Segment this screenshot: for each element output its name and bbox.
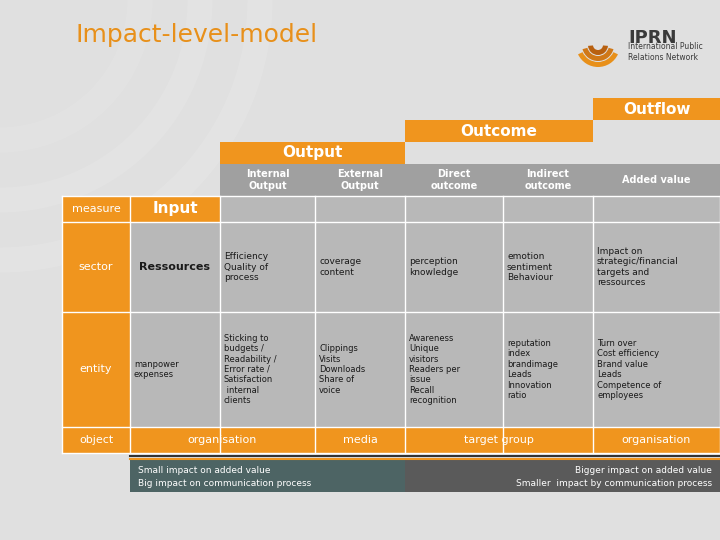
Text: Internal
Output: Internal Output bbox=[246, 169, 289, 191]
Bar bbox=[62, 196, 130, 222]
Bar bbox=[220, 142, 405, 164]
Text: measure: measure bbox=[71, 204, 120, 214]
Text: reputation
index
brandimage
Leads
Innovation
ratio: reputation index brandimage Leads Innova… bbox=[507, 339, 558, 400]
Text: Indirect
outcome: Indirect outcome bbox=[524, 169, 572, 191]
Text: organisation: organisation bbox=[622, 435, 691, 445]
Bar bbox=[593, 427, 720, 453]
Bar bbox=[405, 427, 593, 453]
Wedge shape bbox=[582, 48, 613, 61]
Text: emotion
sentiment
Behaviour: emotion sentiment Behaviour bbox=[507, 252, 553, 282]
Bar bbox=[130, 427, 315, 453]
Text: Added value: Added value bbox=[622, 175, 690, 185]
Text: Clippings
Visits
Downloads
Share of
voice: Clippings Visits Downloads Share of voic… bbox=[319, 344, 365, 395]
Text: object: object bbox=[79, 435, 113, 445]
Bar bbox=[62, 222, 130, 312]
Bar bbox=[405, 120, 593, 142]
Bar bbox=[593, 164, 720, 196]
Bar bbox=[220, 164, 315, 196]
Text: Small impact on added value: Small impact on added value bbox=[138, 465, 271, 475]
Bar bbox=[130, 222, 220, 312]
Wedge shape bbox=[578, 52, 618, 67]
Bar bbox=[405, 222, 503, 312]
Text: sector: sector bbox=[78, 262, 113, 272]
Bar bbox=[130, 196, 220, 222]
Text: Awareness
Unique
visitors
Readers per
issue
Recall
recognition: Awareness Unique visitors Readers per is… bbox=[409, 334, 460, 405]
Text: Output: Output bbox=[282, 145, 343, 160]
Bar bbox=[315, 196, 405, 222]
Bar bbox=[130, 312, 220, 427]
Bar bbox=[593, 312, 720, 427]
Bar bbox=[220, 196, 315, 222]
Text: Outcome: Outcome bbox=[461, 124, 537, 138]
Bar bbox=[503, 222, 593, 312]
Text: Big impact on communication process: Big impact on communication process bbox=[138, 478, 311, 488]
Text: media: media bbox=[343, 435, 377, 445]
Text: organisation: organisation bbox=[188, 435, 257, 445]
Bar bbox=[503, 196, 593, 222]
Text: Outflow: Outflow bbox=[623, 102, 690, 117]
Bar bbox=[220, 222, 315, 312]
Text: manpower
expenses: manpower expenses bbox=[134, 360, 179, 379]
Text: External
Output: External Output bbox=[337, 169, 383, 191]
Text: Turn over
Cost efficiency
Brand value
Leads
Competence of
employees: Turn over Cost efficiency Brand value Le… bbox=[597, 339, 661, 400]
Bar bbox=[593, 98, 720, 120]
Text: Sticking to
budgets /
Readability /
Error rate /
Satisfaction
 internal
clients: Sticking to budgets / Readability / Erro… bbox=[224, 334, 276, 405]
Bar bbox=[62, 312, 130, 427]
Bar bbox=[593, 222, 720, 312]
Bar bbox=[503, 312, 593, 427]
Bar bbox=[315, 312, 405, 427]
Bar bbox=[593, 196, 720, 222]
Text: Impact-level-model: Impact-level-model bbox=[75, 23, 317, 47]
Text: International Public
Relations Network: International Public Relations Network bbox=[628, 42, 703, 62]
Text: IPRN: IPRN bbox=[628, 29, 677, 47]
Text: target group: target group bbox=[464, 435, 534, 445]
Bar bbox=[405, 460, 720, 492]
Wedge shape bbox=[588, 45, 608, 55]
Text: Ressources: Ressources bbox=[140, 262, 210, 272]
Bar bbox=[315, 222, 405, 312]
Bar bbox=[315, 427, 405, 453]
Text: Input: Input bbox=[152, 201, 198, 217]
Bar bbox=[503, 164, 593, 196]
Text: perception
knowledge: perception knowledge bbox=[409, 257, 458, 276]
Bar bbox=[405, 196, 503, 222]
Bar bbox=[130, 460, 405, 492]
Bar bbox=[315, 164, 405, 196]
Bar bbox=[220, 312, 315, 427]
Text: Direct
outcome: Direct outcome bbox=[431, 169, 477, 191]
Text: Bigger impact on added value: Bigger impact on added value bbox=[575, 465, 712, 475]
Text: Smaller  impact by communication process: Smaller impact by communication process bbox=[516, 478, 712, 488]
Text: Efficiency
Quality of
process: Efficiency Quality of process bbox=[224, 252, 268, 282]
Bar bbox=[405, 164, 503, 196]
Text: coverage
content: coverage content bbox=[319, 257, 361, 276]
Text: Impact on
strategic/financial
targets and
ressources: Impact on strategic/financial targets an… bbox=[597, 247, 679, 287]
Bar bbox=[405, 312, 503, 427]
Text: entity: entity bbox=[80, 364, 112, 375]
Bar bbox=[62, 427, 130, 453]
